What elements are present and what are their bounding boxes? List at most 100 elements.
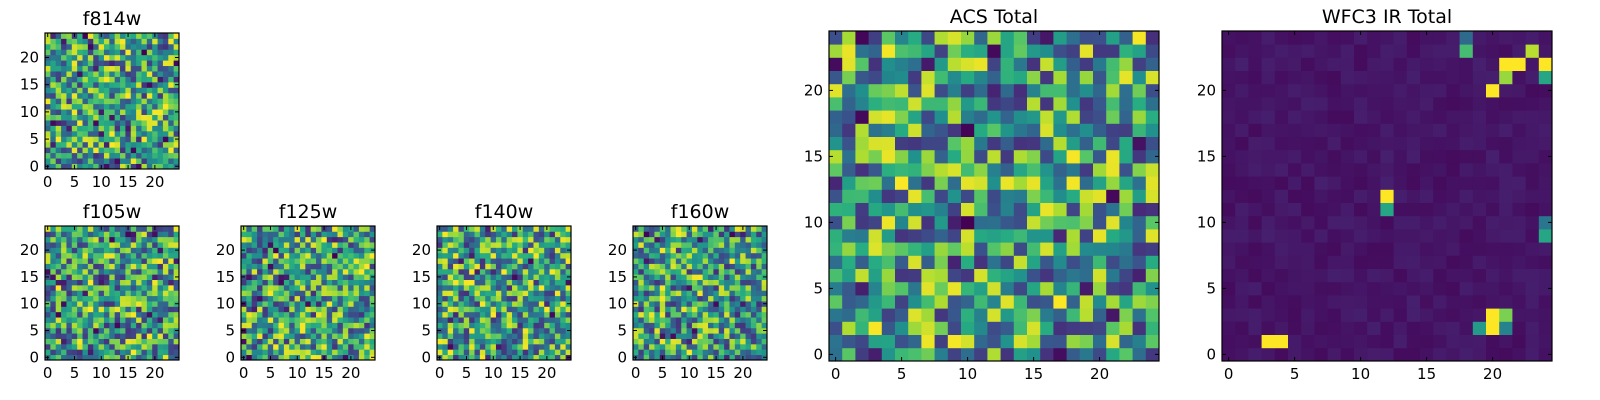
heatmap-cell — [326, 333, 333, 339]
heatmap-cell — [246, 317, 253, 323]
heatmap-cell — [868, 202, 883, 217]
heatmap-cell — [501, 252, 508, 259]
heatmap-cell — [136, 306, 142, 313]
heatmap-cell — [364, 354, 371, 361]
heatmap-cell — [1132, 255, 1147, 269]
heatmap-cell — [842, 189, 856, 203]
heatmap-cell — [1248, 44, 1262, 58]
heatmap-cell — [1327, 242, 1342, 256]
heatmap-cell — [141, 327, 148, 334]
heatmap-cell — [136, 43, 142, 50]
heatmap-cell — [697, 268, 704, 275]
heatmap-cell — [1274, 163, 1289, 177]
heatmap-cell — [506, 252, 513, 259]
heatmap-cell — [82, 268, 89, 275]
heatmap-cell — [66, 130, 73, 137]
heatmap-cell — [353, 236, 360, 243]
heatmap-cell — [1288, 308, 1302, 322]
heatmap-cell — [1000, 123, 1015, 137]
heatmap-cell — [1274, 215, 1289, 230]
heatmap-cell — [538, 274, 545, 280]
heatmap-cell — [654, 236, 661, 243]
heatmap-cell — [130, 109, 137, 115]
heatmap-cell — [114, 338, 121, 345]
heatmap-cell — [130, 338, 137, 345]
heatmap-cell — [1132, 229, 1147, 243]
heatmap-cell — [71, 114, 78, 121]
heatmap-cell — [987, 136, 1001, 151]
heatmap-cell — [659, 279, 666, 286]
heatmap-cell — [1459, 321, 1474, 335]
x-tick-label: 10 — [92, 364, 111, 382]
heatmap-cell — [71, 327, 78, 334]
heatmap-cell — [152, 322, 158, 329]
heatmap-cell — [638, 236, 645, 243]
heatmap-cell — [273, 263, 279, 270]
heatmap-cell — [528, 322, 534, 329]
heatmap-cell — [1406, 242, 1421, 256]
heatmap-cell — [173, 317, 180, 323]
heatmap-cell — [294, 252, 301, 259]
heatmap-cell — [691, 306, 698, 313]
heatmap-cell — [549, 247, 556, 254]
heatmap-cell — [665, 247, 671, 254]
heatmap-cell — [1093, 347, 1107, 362]
heatmap-cell — [93, 43, 99, 50]
heatmap-cell — [750, 338, 757, 345]
heatmap-cell — [289, 317, 295, 323]
heatmap-cell — [82, 327, 89, 334]
heatmap-cell — [681, 279, 687, 286]
heatmap-cell — [654, 263, 661, 270]
heatmap-cell — [66, 284, 73, 291]
heatmap-cell — [708, 322, 714, 329]
heatmap-cell — [469, 349, 475, 356]
heatmap-cell — [273, 247, 279, 254]
heatmap-cell — [257, 333, 263, 339]
heatmap-cell — [485, 301, 491, 307]
heatmap-cell — [1380, 255, 1394, 269]
heatmap-cell — [109, 263, 116, 270]
heatmap-cell — [364, 290, 371, 297]
heatmap-cell — [251, 343, 258, 350]
heatmap-cell — [670, 333, 677, 339]
heatmap-cell — [453, 306, 459, 313]
heatmap-cell — [447, 301, 454, 307]
heatmap-cell — [152, 295, 158, 302]
heatmap-cell — [734, 311, 741, 318]
heatmap-cell — [1248, 308, 1262, 322]
heatmap-cell — [1525, 281, 1540, 296]
heatmap-cell — [554, 343, 561, 350]
heatmap-cell — [533, 242, 540, 248]
heatmap-cell — [299, 327, 306, 334]
heatmap-cell — [485, 354, 491, 361]
heatmap-cell — [267, 258, 274, 264]
heatmap-cell — [1235, 149, 1249, 164]
heatmap-cell — [77, 147, 83, 154]
heatmap-cell — [114, 125, 121, 132]
heatmap-cell — [1301, 163, 1315, 177]
heatmap-cell — [442, 231, 449, 238]
heatmap-cell — [442, 327, 449, 334]
heatmap-cell — [921, 255, 935, 269]
heatmap-cell — [337, 231, 344, 238]
heatmap-cell — [1079, 163, 1094, 177]
heatmap-cell — [638, 306, 645, 313]
heatmap-cell — [342, 322, 349, 329]
heatmap-cell — [565, 236, 572, 243]
heatmap-cell — [152, 87, 158, 94]
heatmap-cell — [45, 141, 51, 148]
heatmap-cell — [734, 247, 741, 254]
heatmap-cell — [337, 274, 344, 280]
heatmap-cell — [908, 202, 922, 217]
heatmap-cell — [453, 311, 459, 318]
heatmap-cell — [141, 311, 148, 318]
heatmap-cell — [734, 263, 741, 270]
heatmap-cell — [130, 343, 137, 350]
heatmap-cell — [1053, 163, 1067, 177]
heatmap-cell — [544, 274, 550, 280]
heatmap-cell — [364, 284, 371, 291]
heatmap-cell — [241, 268, 247, 275]
heatmap-cell — [868, 334, 883, 349]
heatmap-cell — [697, 247, 704, 254]
